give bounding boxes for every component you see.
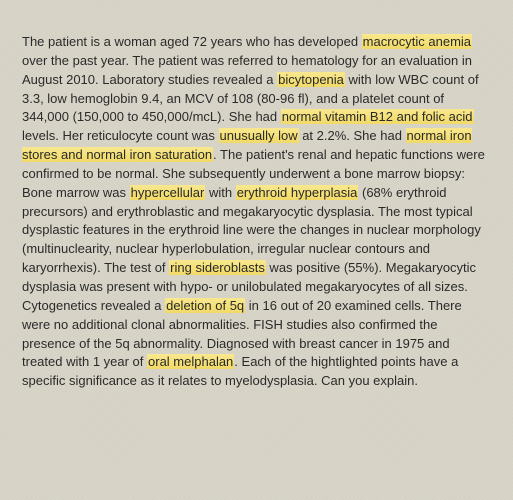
highlight-macrocytic-anemia: macrocytic anemia xyxy=(362,34,472,49)
text-intro: The patient is a woman aged 72 years who… xyxy=(22,34,362,49)
highlight-erythroid-hyperplasia: erythroid hyperplasia xyxy=(236,185,359,200)
text-after-retic: at 2.2%. She had xyxy=(299,128,406,143)
highlight-normal-b12-folic: normal vitamin B12 and folic acid xyxy=(281,109,474,124)
text-with: with xyxy=(205,185,235,200)
text-after-b12: levels. Her reticulocyte count was xyxy=(22,128,219,143)
highlight-deletion-5q: deletion of 5q xyxy=(165,298,245,313)
case-paragraph: The patient is a woman aged 72 years who… xyxy=(22,33,491,391)
highlight-bicytopenia: bicytopenia xyxy=(277,72,345,87)
highlight-hypercellular: hypercellular xyxy=(130,185,206,200)
highlight-ring-sideroblasts: ring sideroblasts xyxy=(169,260,266,275)
highlight-unusually-low: unusually low xyxy=(219,128,299,143)
highlight-oral-melphalan: oral melphalan xyxy=(147,354,234,369)
